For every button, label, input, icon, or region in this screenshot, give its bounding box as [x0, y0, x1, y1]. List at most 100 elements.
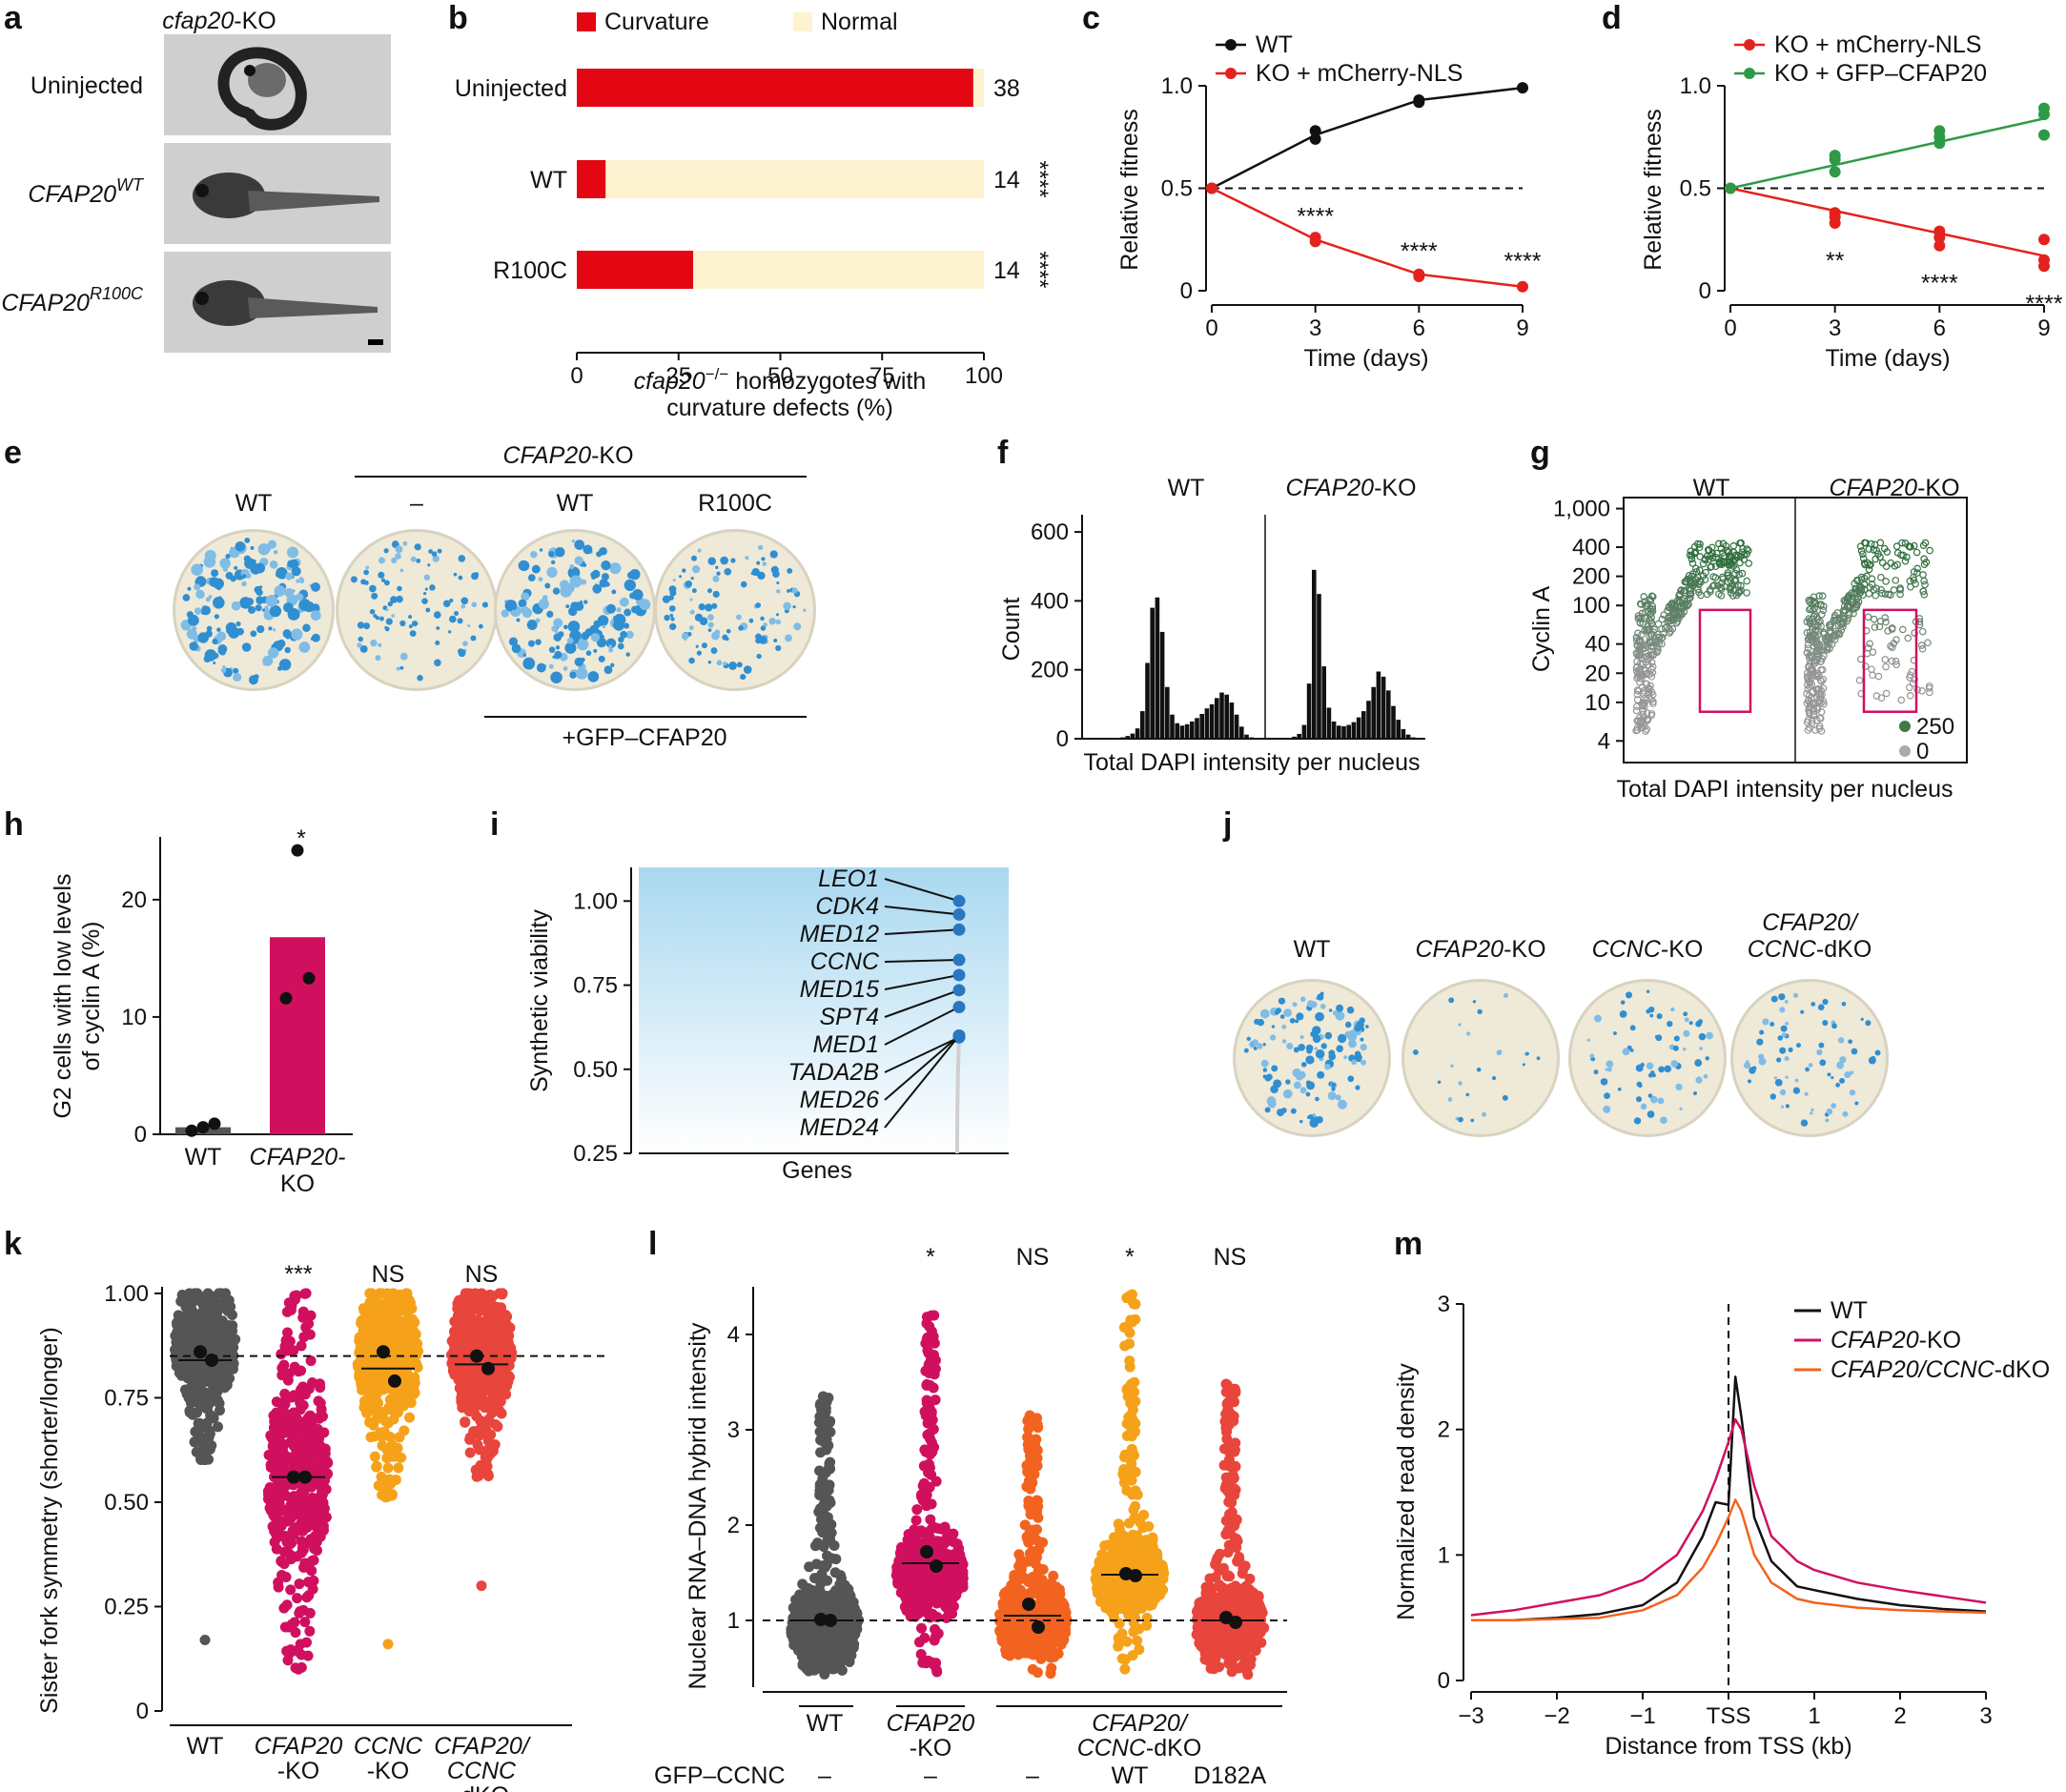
- swarm-point: [930, 1354, 941, 1366]
- replicate-mean: [920, 1545, 933, 1558]
- data-point: [1413, 268, 1425, 280]
- replicate-mean: [388, 1374, 401, 1388]
- cell-point: [1641, 703, 1648, 710]
- colony: [1305, 1080, 1312, 1086]
- swarm-point: [821, 1444, 832, 1456]
- colony: [1819, 1059, 1827, 1067]
- swarm-point: [842, 1599, 853, 1610]
- swarm-point: [824, 1462, 835, 1474]
- colony: [1743, 1062, 1751, 1069]
- swarm-point: [358, 1313, 369, 1325]
- colony: [1635, 1096, 1643, 1103]
- panel-j-plate-label-1: WT: [1294, 936, 1331, 963]
- cell-point: [1814, 631, 1823, 639]
- colony: [244, 556, 250, 560]
- legend-marker: [1225, 68, 1237, 79]
- swarm-point: [369, 1451, 380, 1462]
- colony: [1314, 1033, 1319, 1038]
- colony: [690, 576, 694, 580]
- swarm-point: [821, 1434, 832, 1445]
- colony: [1779, 1007, 1786, 1013]
- data-point: [1206, 182, 1217, 194]
- colony: [241, 574, 247, 580]
- bar: [270, 937, 325, 1134]
- cell-point: [1805, 615, 1812, 622]
- cell-point: [1865, 590, 1873, 598]
- cell-point: [1813, 716, 1821, 724]
- gate-box-wt: [1698, 608, 1752, 713]
- swarm-point: [174, 1338, 185, 1350]
- colony: [714, 629, 721, 636]
- cell-point: [1840, 606, 1849, 615]
- histogram-bar: [1326, 707, 1332, 739]
- cell-point: [1660, 611, 1668, 619]
- colony: [1299, 1119, 1303, 1124]
- cell-point: [1809, 606, 1817, 614]
- swarm-point: [387, 1354, 399, 1366]
- swarm-point: [941, 1612, 952, 1623]
- colony: [1470, 1118, 1475, 1123]
- swarm-point: [377, 1440, 388, 1452]
- swarm-point: [356, 1379, 367, 1391]
- colony: [434, 659, 441, 667]
- cell-point: [1696, 553, 1704, 560]
- colony: [1357, 1058, 1361, 1063]
- colony: [1646, 1062, 1654, 1070]
- cell-point: [1812, 685, 1821, 694]
- cell-point: [1815, 724, 1824, 733]
- colony: [603, 665, 613, 675]
- gene-point: [952, 907, 966, 921]
- swarm-point: [308, 1555, 319, 1566]
- cell-point: [1663, 622, 1670, 631]
- colony: [471, 601, 478, 608]
- label-leader-line: [884, 1036, 960, 1073]
- cell-point: [1918, 644, 1927, 653]
- colony: [276, 665, 282, 671]
- swarm-point: [291, 1290, 302, 1301]
- swarm-point: [281, 1599, 293, 1611]
- colony: [546, 566, 558, 579]
- histogram-bar: [1376, 671, 1381, 739]
- colony: [283, 601, 294, 613]
- swarm-point: [823, 1392, 834, 1403]
- cell-point: [1816, 696, 1824, 704]
- colony: [624, 579, 636, 592]
- swarm-point: [954, 1574, 966, 1585]
- swarm-point: [925, 1434, 936, 1445]
- swarm-point: [470, 1324, 481, 1335]
- cell-point: [1877, 573, 1885, 581]
- colony: [1276, 1008, 1282, 1014]
- colony: [757, 544, 764, 551]
- colony: [1780, 1025, 1788, 1032]
- colony: [761, 557, 766, 561]
- colony: [630, 605, 639, 614]
- colony: [1842, 1110, 1849, 1117]
- cell-point: [1659, 630, 1667, 638]
- swarm-point: [449, 1332, 460, 1343]
- colony: [384, 626, 390, 632]
- swarm-point: [813, 1626, 825, 1638]
- data-point: [1933, 239, 1946, 252]
- swarm-point: [364, 1340, 376, 1352]
- colony: [235, 540, 246, 552]
- colony: [608, 647, 614, 653]
- colony: [1777, 1035, 1784, 1041]
- gate-box-ko: [1862, 608, 1918, 713]
- histogram-bar: [1145, 662, 1150, 739]
- swarm-point: [287, 1433, 298, 1444]
- colony: [597, 615, 609, 626]
- cell-point: [1813, 656, 1821, 664]
- colony: [457, 618, 463, 624]
- swarm-point: [464, 1434, 476, 1445]
- swarm-point: [453, 1375, 464, 1386]
- swarm-point: [841, 1607, 852, 1619]
- colony: [396, 666, 400, 671]
- cell-point: [1874, 672, 1883, 681]
- swarm-point: [472, 1439, 483, 1451]
- colony: [1466, 1031, 1471, 1036]
- legend-marker: [1225, 39, 1237, 51]
- colony: [225, 572, 234, 580]
- histogram-bar: [1155, 597, 1160, 739]
- colony: [421, 598, 428, 605]
